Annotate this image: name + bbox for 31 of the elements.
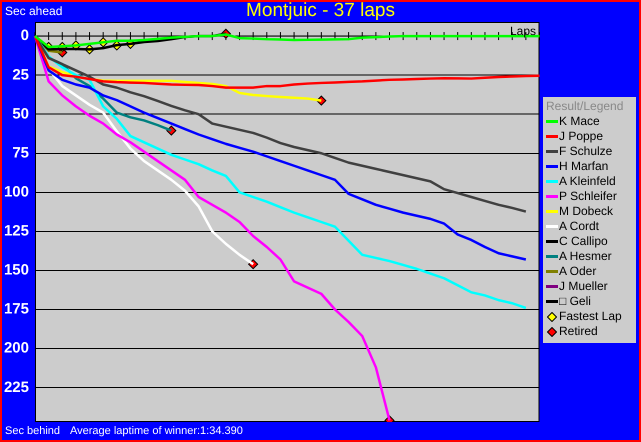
legend-label: A Kleinfeld xyxy=(559,174,616,188)
y-tick-label: 150 xyxy=(4,262,29,279)
y-tick-label: 175 xyxy=(4,300,29,318)
legend-label: Retired xyxy=(559,324,598,338)
y-tick-label: 0 xyxy=(20,27,29,44)
x-axis-title: Laps xyxy=(510,24,536,38)
legend-label: F Schulze xyxy=(559,144,612,158)
legend-label: □ Geli xyxy=(559,294,591,308)
legend-label: J Mueller xyxy=(559,279,608,293)
chart-title: Montjuic - 37 laps xyxy=(246,1,395,21)
legend-label: Fastest Lap xyxy=(559,309,622,323)
y-tick-label: 50 xyxy=(12,105,29,122)
y-axis-title: Sec ahead xyxy=(5,4,62,18)
legend-label: K Mace xyxy=(559,114,600,128)
text: Sec behind xyxy=(5,425,60,437)
legend-label: H Marfan xyxy=(559,159,608,173)
y-tick-label: 125 xyxy=(4,222,29,240)
y-tick-label: 200 xyxy=(4,340,29,357)
legend-label: J Poppe xyxy=(559,129,604,143)
y-tick-label: 75 xyxy=(12,144,29,162)
y-tick-label: 225 xyxy=(4,378,29,396)
legend-label: A Oder xyxy=(559,264,596,278)
legend-label: P Schleifer xyxy=(559,189,617,203)
text: Average laptime of winner:1:34.390 xyxy=(70,425,243,437)
legend-label: A Cordt xyxy=(559,219,600,233)
y-tick-label: 25 xyxy=(12,66,29,84)
y-tick-label: 100 xyxy=(4,183,29,200)
legend-title: Result/Legend xyxy=(546,99,624,114)
legend-label: C Callipo xyxy=(559,234,608,248)
legend-label: A Hesmer xyxy=(559,249,612,263)
legend-label: M Dobeck xyxy=(559,204,614,218)
